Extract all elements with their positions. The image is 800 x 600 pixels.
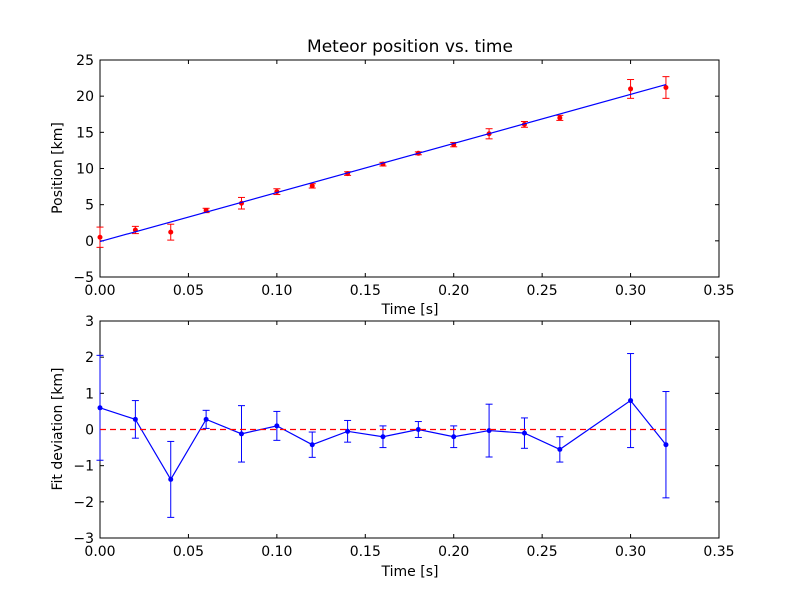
deviation-y-tick-label: 3	[85, 314, 94, 330]
deviation-x-tick-label: 0.05	[173, 544, 204, 560]
deviation-point	[486, 428, 492, 434]
position-plot-x-axis-label: Time [s]	[381, 302, 439, 318]
deviation-y-tick-label: 2	[85, 350, 94, 366]
deviation-y-tick-label: −3	[73, 531, 94, 547]
deviation-x-tick-label: 0.20	[438, 544, 469, 560]
deviation-point	[238, 431, 244, 437]
measured-point	[97, 234, 103, 240]
measured-point	[557, 115, 563, 121]
deviation-y-tick-label: 1	[85, 386, 94, 402]
deviation-point	[663, 442, 669, 448]
deviation-point	[415, 427, 421, 432]
deviation-line	[99, 399, 667, 481]
deviation-plot-y-axis-label: Fit deviation [km]	[50, 367, 66, 490]
position-x-tick-label: 0.05	[173, 283, 204, 299]
position-x-tick-label: 0.20	[438, 283, 469, 299]
deviation-x-tick-label: 0.35	[703, 544, 734, 560]
deviation-point	[451, 434, 457, 440]
deviation-x-tick-label: 0.15	[350, 544, 381, 560]
position-x-tick-label: 0.15	[350, 283, 381, 299]
position-x-tick-label: 0.30	[615, 283, 646, 299]
measured-point	[168, 229, 174, 235]
deviation-x-tick-label: 0.10	[261, 544, 292, 560]
deviation-plot: Time [s] Fit deviation [km] 0.00 0.05 0.10…	[50, 314, 735, 580]
position-y-tick-label: 0	[85, 234, 94, 250]
deviation-x-tick-label: 0.25	[527, 544, 558, 560]
deviation-point	[345, 428, 351, 434]
measured-point	[628, 86, 634, 92]
deviation-y-tick-label: −2	[73, 495, 94, 511]
measured-point	[309, 183, 315, 189]
position-plot-title: Meteor position vs. time	[307, 37, 513, 57]
deviation-point	[309, 442, 315, 448]
position-x-tick-label: 0.00	[84, 283, 115, 299]
position-y-tick-label: 5	[85, 198, 94, 214]
position-y-tick-label: 25	[76, 53, 94, 69]
position-plot-y-axis-label: Position [km]	[50, 122, 66, 214]
deviation-point	[628, 398, 634, 404]
deviation-point	[380, 434, 386, 440]
position-y-tick-label: 20	[76, 89, 94, 105]
deviation-point	[132, 416, 138, 422]
deviation-y-tick-label: −1	[73, 459, 94, 475]
deviation-point	[557, 446, 563, 452]
deviation-point	[203, 416, 209, 422]
position-x-tick-label: 0.35	[703, 283, 734, 299]
measured-point	[663, 84, 669, 90]
position-y-tick-label: 10	[76, 162, 94, 178]
deviation-point	[274, 423, 280, 429]
deviation-x-tick-label: 0.00	[84, 544, 115, 560]
deviation-point	[97, 405, 103, 411]
fit-line	[99, 84, 667, 243]
position-y-tick-label: 15	[76, 125, 94, 141]
deviation-y-tick-label: 0	[85, 423, 94, 439]
position-x-tick-label: 0.10	[261, 283, 292, 299]
position-x-tick-label: 0.25	[527, 283, 558, 299]
deviation-point	[168, 476, 174, 482]
deviation-x-tick-label: 0.30	[615, 544, 646, 560]
deviation-point	[521, 430, 527, 436]
position-plot: Meteor position vs. time Time [s] Positi…	[50, 37, 735, 318]
position-y-tick-label: −5	[73, 270, 94, 286]
deviation-plot-x-axis-label: Time [s]	[381, 564, 439, 580]
